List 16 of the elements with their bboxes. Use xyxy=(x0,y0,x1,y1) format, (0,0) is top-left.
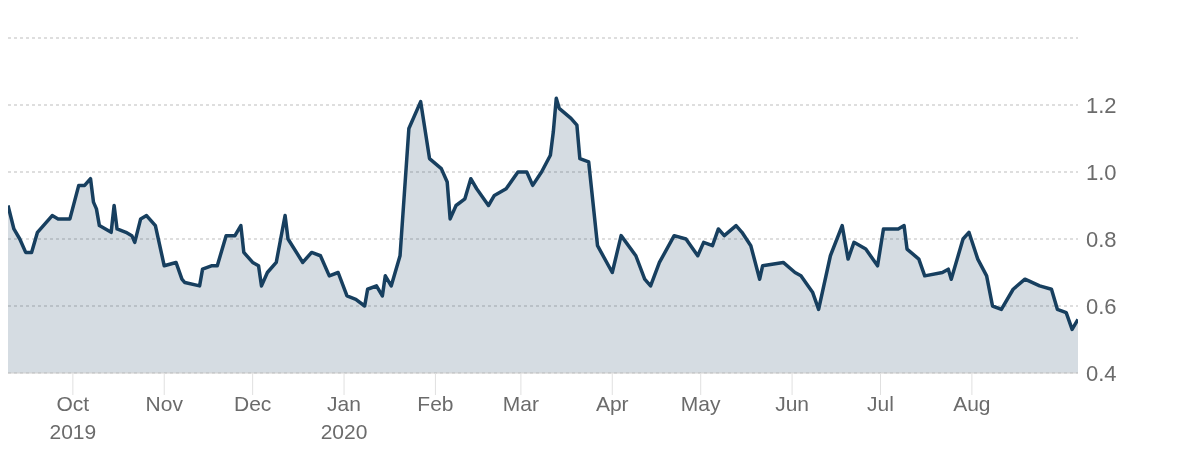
x-tick-label: Jun xyxy=(775,392,810,415)
x-tick-label: Jan 2020 xyxy=(320,392,368,443)
y-tick-label: 0.8 xyxy=(1086,226,1117,252)
x-tick-label: Dec xyxy=(233,392,272,415)
x-tick-label: Mar xyxy=(502,392,539,415)
x-tick-label: Feb xyxy=(417,392,454,415)
x-tick-label: Aug xyxy=(953,392,991,415)
x-tick-label: Jul xyxy=(867,392,894,415)
y-tick-label: 1.2 xyxy=(1086,92,1117,118)
y-tick-label: 1.0 xyxy=(1086,159,1117,185)
x-tick-label: Apr xyxy=(595,392,629,415)
y-tick-label: 0.6 xyxy=(1086,293,1117,319)
x-tick-label: May xyxy=(680,392,722,415)
x-tick-label: Nov xyxy=(145,392,184,415)
y-tick-label: 0.4 xyxy=(1086,360,1117,386)
x-tick-label: Oct 2019 xyxy=(49,392,97,443)
